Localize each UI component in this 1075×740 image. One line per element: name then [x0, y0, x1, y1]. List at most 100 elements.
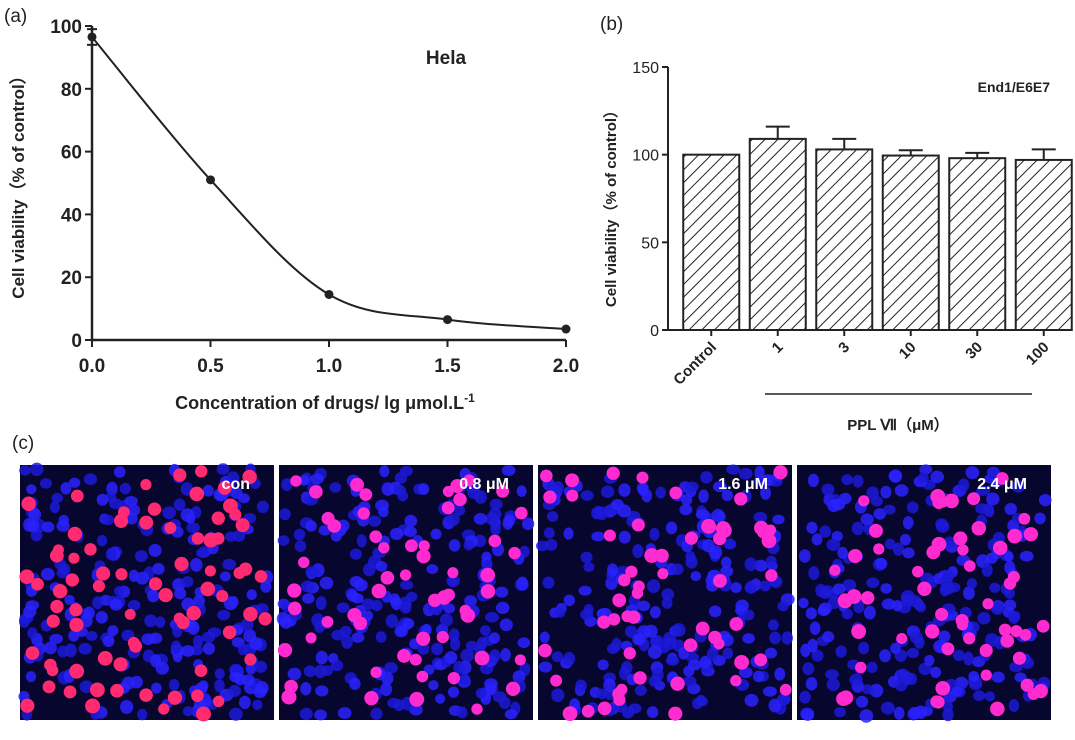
nucleus — [580, 609, 594, 621]
nucleus — [446, 512, 460, 526]
nucleus — [665, 655, 680, 666]
nucleus — [920, 572, 934, 585]
nucleus — [952, 649, 965, 662]
stained-nucleus — [612, 593, 627, 608]
stained-nucleus — [683, 638, 698, 652]
nucleus — [1003, 551, 1014, 562]
nucleus — [202, 484, 214, 497]
stained-nucleus — [244, 653, 257, 666]
stained-nucleus — [416, 670, 429, 683]
nucleus — [695, 509, 710, 520]
nucleus — [281, 478, 293, 491]
stained-nucleus — [896, 632, 908, 645]
stained-nucleus — [935, 607, 949, 621]
nucleus — [869, 683, 884, 698]
nucleus — [423, 664, 435, 675]
nucleus — [460, 648, 475, 663]
nucleus — [196, 547, 210, 559]
nucleus — [480, 625, 491, 636]
nucleus — [302, 593, 315, 604]
stained-nucleus — [612, 687, 625, 701]
nucleus — [711, 508, 725, 523]
nucleus — [580, 551, 593, 564]
stained-nucleus — [189, 486, 205, 502]
nucleus — [841, 608, 853, 620]
stained-nucleus — [164, 521, 177, 534]
stained-nucleus — [380, 570, 395, 585]
nucleus — [968, 678, 983, 691]
nucleus — [538, 661, 553, 673]
stained-nucleus — [967, 492, 981, 506]
stained-nucleus — [19, 569, 35, 584]
nucleus — [315, 596, 327, 610]
nucleus — [68, 477, 81, 488]
nucleus — [702, 539, 715, 553]
nucleus — [162, 506, 176, 520]
nucleus — [28, 507, 42, 521]
nucleus — [774, 667, 786, 681]
stained-nucleus — [603, 529, 616, 542]
stained-nucleus — [212, 532, 225, 545]
stained-nucleus — [488, 534, 502, 548]
stained-nucleus — [284, 679, 298, 694]
x-axis-label-main: Concentration of drugs/ lg μmol.L — [175, 393, 464, 413]
nucleus — [966, 578, 978, 590]
stained-nucleus — [243, 606, 258, 622]
nucleus — [938, 630, 951, 643]
stained-nucleus — [669, 486, 683, 500]
stained-nucleus — [447, 567, 459, 579]
nucleus — [330, 530, 342, 542]
nucleus — [134, 550, 148, 563]
nucleus — [456, 706, 468, 719]
stained-nucleus — [223, 627, 235, 639]
stained-nucleus — [405, 539, 418, 553]
nucleus — [185, 513, 196, 524]
nucleus — [646, 706, 659, 719]
stained-nucleus — [409, 653, 422, 666]
stained-nucleus — [734, 654, 749, 670]
nucleus — [56, 520, 70, 532]
nucleus — [894, 484, 909, 497]
stained-nucleus — [1010, 625, 1023, 638]
nucleus — [744, 557, 758, 571]
stained-nucleus — [298, 556, 310, 569]
nucleus — [860, 513, 874, 526]
stained-nucleus — [281, 689, 297, 705]
stained-nucleus — [730, 675, 742, 687]
nucleus — [375, 561, 388, 572]
y-tick-label: 150 — [632, 60, 659, 77]
nucleus — [314, 664, 327, 679]
nucleus — [443, 603, 456, 614]
nucleus — [473, 513, 488, 525]
nucleus — [78, 642, 92, 655]
stained-nucleus — [860, 591, 875, 605]
stained-nucleus — [52, 544, 64, 556]
stained-nucleus — [956, 619, 969, 631]
nucleus — [777, 601, 789, 612]
nucleus — [637, 600, 651, 612]
nucleus — [866, 577, 880, 588]
nucleus — [918, 472, 929, 484]
nucleus — [430, 528, 442, 540]
stained-nucleus — [971, 521, 986, 536]
nucleus — [30, 462, 44, 477]
nucleus — [464, 595, 477, 607]
nucleus — [458, 673, 471, 685]
nucleus — [919, 464, 933, 475]
y-tick-label: 60 — [61, 143, 82, 164]
nucleus — [481, 559, 493, 571]
stained-nucleus — [713, 574, 727, 588]
nucleus — [314, 709, 328, 721]
nucleus — [252, 699, 263, 710]
nucleus — [607, 563, 619, 577]
nucleus — [254, 660, 268, 673]
nucleus — [101, 514, 115, 526]
nucleus — [60, 481, 72, 495]
stained-nucleus — [713, 531, 727, 546]
nucleus — [230, 487, 243, 500]
stained-nucleus — [211, 511, 225, 525]
stained-nucleus — [868, 523, 883, 538]
nucleus — [902, 547, 915, 559]
nucleus — [173, 498, 186, 511]
nucleus — [362, 610, 374, 622]
